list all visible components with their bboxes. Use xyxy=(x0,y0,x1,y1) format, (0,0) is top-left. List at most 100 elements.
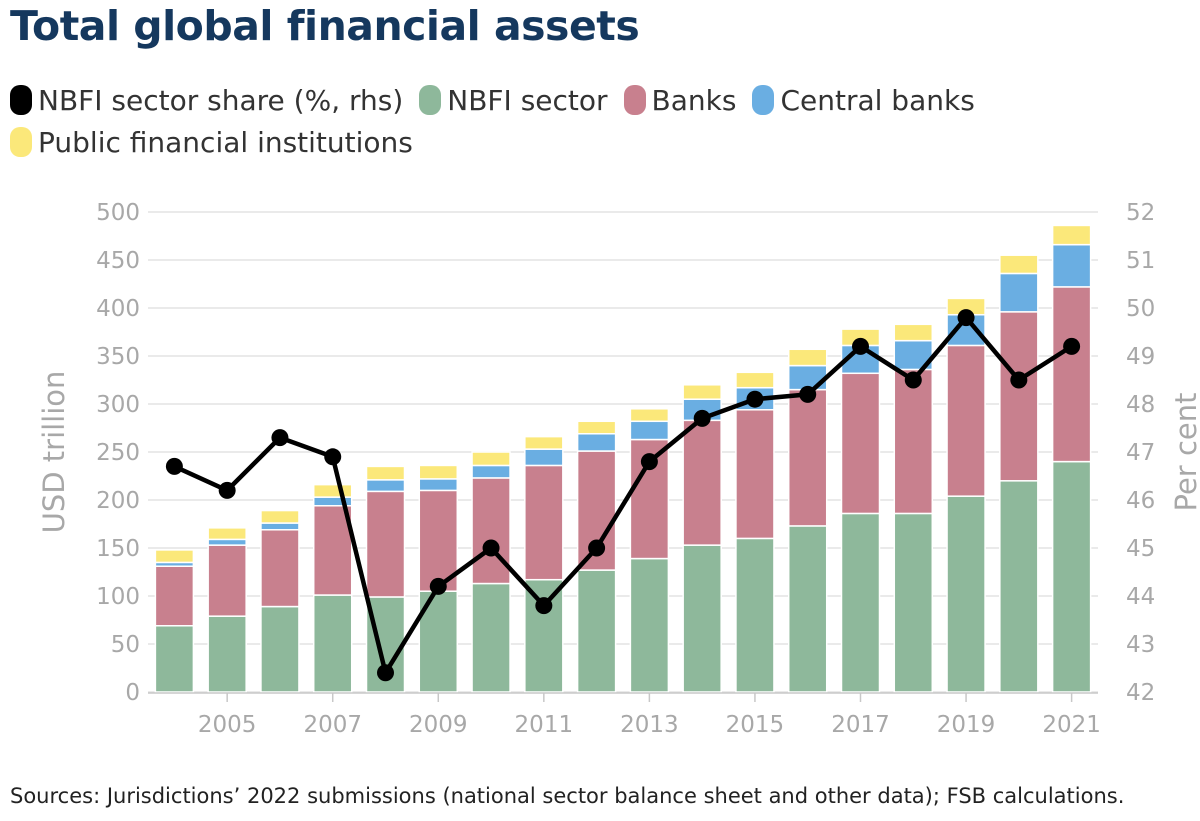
x-tick-label: 2005 xyxy=(198,712,257,738)
nbfi-share-point xyxy=(957,309,975,327)
legend-item: NBFI sector xyxy=(419,84,608,117)
y2-tick-label: 51 xyxy=(1126,248,1155,274)
legend-label: NBFI sector share (%, rhs) xyxy=(38,83,404,117)
bar-segment xyxy=(524,435,564,450)
bar-segment xyxy=(207,544,247,617)
chart-title: Total global financial assets xyxy=(10,2,640,50)
nbfi-share-point xyxy=(482,539,500,557)
bar-segment xyxy=(312,594,353,693)
legend-row: NBFI sector share (%, rhs) NBFI sector Ban… xyxy=(10,83,1070,159)
bar-segment xyxy=(893,323,934,342)
bar-segment xyxy=(946,495,986,693)
bar-segment xyxy=(576,433,617,452)
bar-segment xyxy=(787,348,828,367)
bar-segment xyxy=(946,344,986,497)
nbfi-share-point xyxy=(218,481,236,499)
bar-segment xyxy=(576,569,617,693)
bar-segment xyxy=(260,522,300,531)
nbfi-share-point xyxy=(852,337,869,355)
bar-segment xyxy=(999,272,1039,313)
bar-segment xyxy=(999,311,1039,482)
x-tick-label: 2017 xyxy=(831,712,890,738)
bar-segment xyxy=(524,448,564,467)
x-tick-label: 2007 xyxy=(303,712,362,738)
bar-segment xyxy=(418,489,459,592)
bar-segment xyxy=(418,464,459,480)
bar-segment xyxy=(735,409,775,540)
nbfi-share-point xyxy=(377,664,394,682)
bar-segment xyxy=(629,408,670,423)
bar-segment xyxy=(365,490,406,598)
x-tick-label: 2021 xyxy=(1042,712,1101,738)
y-axis-label: USD trillion xyxy=(37,371,71,534)
legend-swatch xyxy=(623,85,646,115)
legend-item: Banks xyxy=(623,83,737,117)
bar-segment xyxy=(471,582,511,693)
nbfi-share-point xyxy=(588,539,606,557)
nbfi-share-point xyxy=(1063,337,1081,355)
y-tick-label: 200 xyxy=(96,488,140,514)
nbfi-share-point xyxy=(535,597,553,615)
bar-segment xyxy=(418,478,459,492)
bar-segment xyxy=(999,254,1039,275)
y2-tick-label: 48 xyxy=(1126,392,1155,418)
x-tick-label: 2011 xyxy=(515,712,574,738)
bar-segment xyxy=(365,479,406,493)
y2-tick-label: 52 xyxy=(1126,200,1155,226)
y2-tick-label: 47 xyxy=(1126,440,1155,466)
y2-tick-label: 44 xyxy=(1126,584,1155,610)
legend: NBFI sector share (%, rhs) NBFI sector Ban… xyxy=(10,83,1070,159)
bar-segment xyxy=(893,512,934,693)
nbfi-share-line xyxy=(173,315,1073,676)
legend-label: Banks xyxy=(651,83,737,117)
y-tick-label: 300 xyxy=(96,392,140,418)
nbfi-share-point xyxy=(1010,371,1028,389)
nbfi-share-point xyxy=(165,457,183,475)
bar-segment xyxy=(471,477,511,585)
financial-assets-chart: 0 50 100 150 200 250 300 350 400 450 500 42 43 44 45 46… xyxy=(37,200,1200,738)
nbfi-share-point xyxy=(746,390,764,408)
legend-item: Central banks xyxy=(752,83,975,117)
bar-segment xyxy=(524,578,564,693)
nbfi-share-point xyxy=(693,409,711,427)
y2-tick-label: 42 xyxy=(1126,680,1155,706)
x-tick-label: 2019 xyxy=(937,712,996,738)
nbfi-share-point xyxy=(904,371,922,389)
nbfi-share-point xyxy=(429,577,447,595)
y-tick-label: 350 xyxy=(96,344,140,370)
bar-segment xyxy=(999,480,1039,693)
y2-tick-label: 50 xyxy=(1126,296,1155,322)
bar-segment xyxy=(260,509,300,524)
x-tick-label: 2015 xyxy=(726,712,785,738)
y2-axis-label: Per cent xyxy=(1169,393,1200,512)
legend-swatch xyxy=(10,85,32,115)
y-tick-label: 100 xyxy=(96,584,140,610)
nbfi-share-point xyxy=(271,429,289,447)
nbfi-share-point xyxy=(799,385,817,403)
legend-swatch xyxy=(752,85,775,115)
legend-swatch xyxy=(419,85,442,115)
bar-segment xyxy=(893,339,934,371)
y-tick-label: 250 xyxy=(96,440,140,466)
bar-segment xyxy=(893,368,934,515)
y2-tick-label: 46 xyxy=(1126,488,1155,514)
legend-swatch xyxy=(10,127,32,157)
bar-segment xyxy=(787,525,828,693)
bar-segment xyxy=(629,557,670,693)
y-tick-label: 50 xyxy=(111,632,140,658)
legend-label: Public financial institutions xyxy=(38,125,413,159)
y-tick-label: 150 xyxy=(96,536,140,562)
bar-segment xyxy=(682,544,722,693)
legend-label: Central banks xyxy=(780,83,975,117)
source-note: Sources: Jurisdictions’ 2022 submissions… xyxy=(10,784,1125,808)
bar-segment xyxy=(629,420,670,441)
bar-segment xyxy=(840,512,881,693)
legend-item: NBFI sector share (%, rhs) xyxy=(10,83,404,117)
bar-segment xyxy=(471,464,511,479)
x-tick-label: 2013 xyxy=(620,712,679,738)
y2-tick-label: 43 xyxy=(1126,632,1155,658)
y-tick-label: 450 xyxy=(96,248,140,274)
bar-segment xyxy=(682,384,722,400)
x-tick-label: 2009 xyxy=(409,712,468,738)
bar-segment xyxy=(1051,224,1092,246)
